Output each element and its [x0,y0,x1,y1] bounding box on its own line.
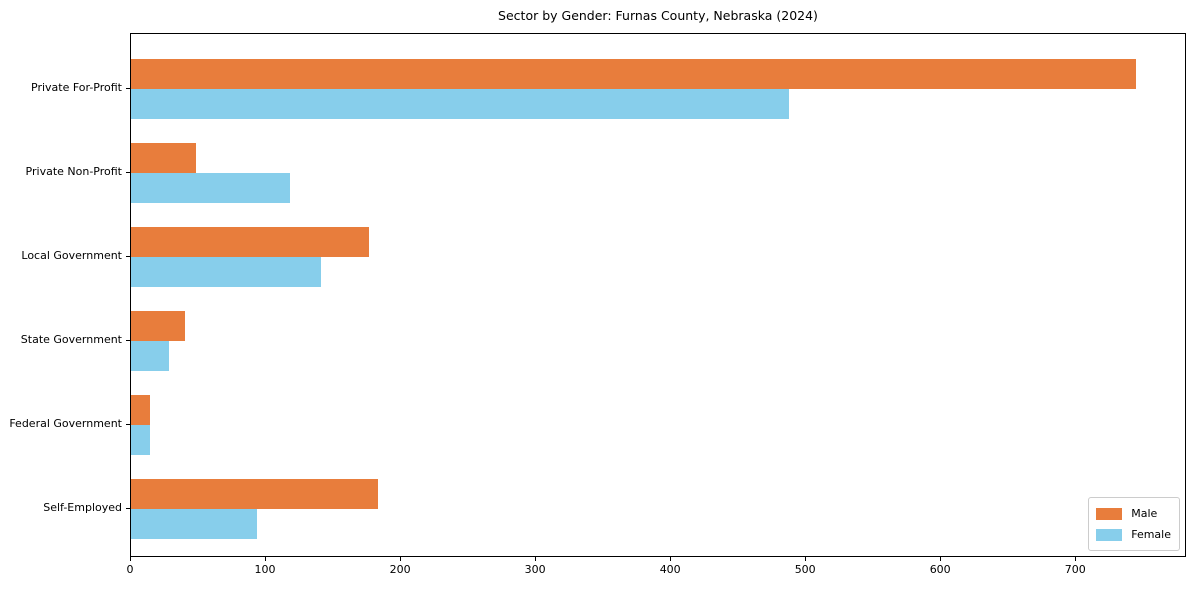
y-tick-label-private-for-profit: Private For-Profit [31,81,122,94]
bar-male-private-non-profit [131,143,196,173]
legend-row-female: Female [1096,524,1171,545]
y-tick-label-self-employed: Self-Employed [43,501,122,514]
legend-swatch-female [1096,528,1123,541]
y-tick-label-local-government: Local Government [21,249,122,262]
chart-title: Sector by Gender: Furnas County, Nebrask… [498,8,818,23]
y-tick-label-state-government: State Government [20,333,122,346]
y-tick-private-for-profit [126,88,130,89]
bar-female-private-for-profit [131,89,789,119]
y-tick-local-government [126,256,130,257]
x-tick-label-500: 500 [794,563,816,576]
x-tick-300 [535,557,537,561]
y-tick-label-private-non-profit: Private Non-Profit [25,165,122,178]
x-tick-label-400: 400 [659,563,681,576]
bar-female-local-government [131,257,322,287]
y-tick-state-government [126,340,130,341]
bar-male-self-employed [131,479,379,509]
y-tick-label-federal-government: Federal Government [9,417,122,430]
x-tick-label-300: 300 [524,563,546,576]
x-tick-label-0: 0 [126,563,134,576]
y-tick-self-employed [126,508,130,509]
bar-female-private-non-profit [131,173,291,203]
bar-male-local-government [131,227,369,257]
x-tick-label-200: 200 [389,563,411,576]
x-tick-700 [1075,557,1077,561]
bar-male-state-government [131,311,185,341]
y-tick-private-non-profit [126,172,130,173]
bar-male-private-for-profit [131,59,1136,89]
x-tick-200 [400,557,402,561]
x-tick-label-600: 600 [929,563,951,576]
legend-label-female: Female [1131,527,1171,541]
bar-female-self-employed [131,509,257,539]
legend-label-male: Male [1131,506,1158,520]
legend: Male Female [1088,497,1180,551]
bar-female-federal-government [131,425,150,455]
legend-swatch-male [1096,507,1123,520]
x-tick-0 [130,557,131,561]
x-tick-label-100: 100 [254,563,276,576]
x-tick-label-700: 700 [1064,563,1086,576]
legend-row-male: Male [1096,503,1171,524]
x-tick-600 [940,557,942,561]
y-tick-federal-government [126,424,130,425]
x-tick-100 [265,557,266,561]
x-tick-500 [805,557,807,561]
bar-female-state-government [131,341,169,371]
plot-area: Male Female [130,33,1186,557]
bar-male-federal-government [131,395,150,425]
x-tick-400 [670,557,672,561]
